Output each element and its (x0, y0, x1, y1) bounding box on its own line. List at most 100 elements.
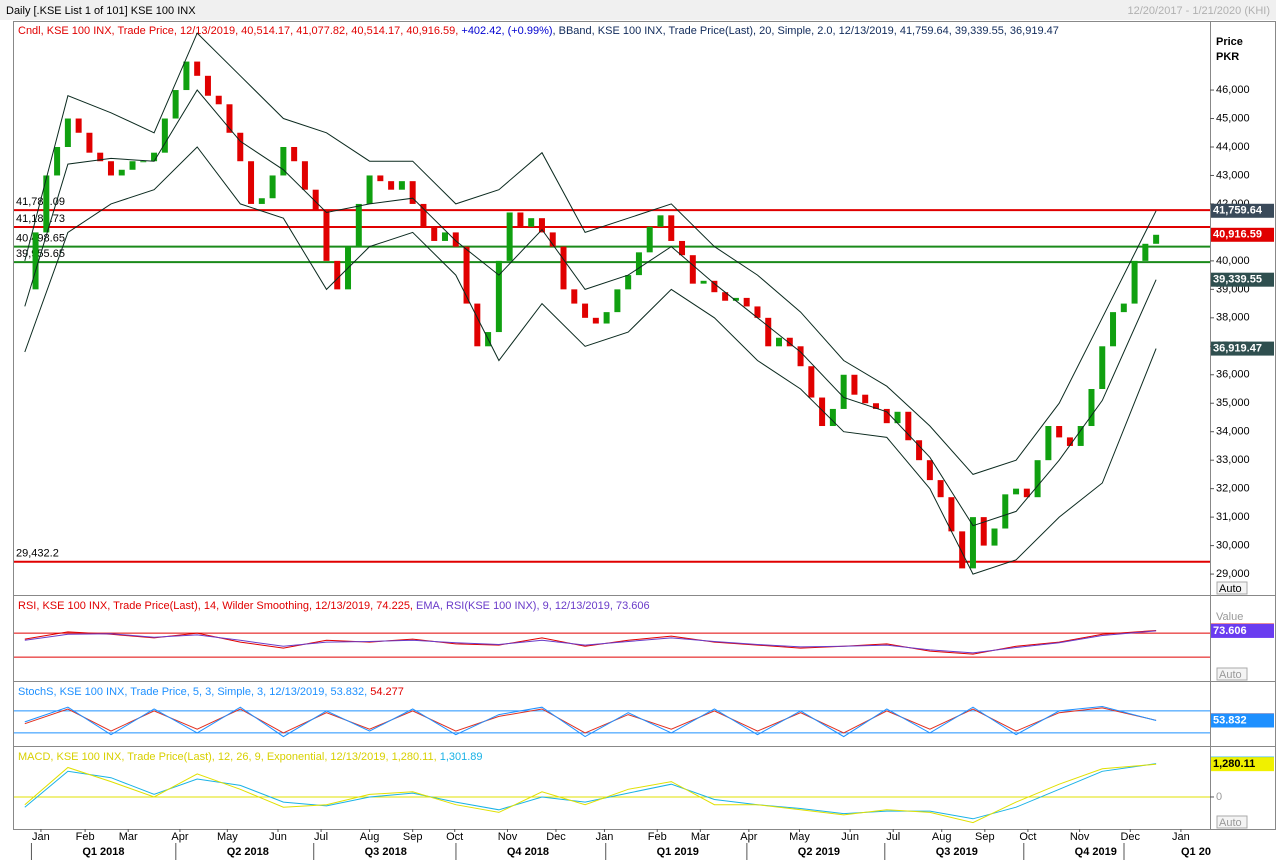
y-tick-label: 29,000 (1216, 568, 1250, 580)
series-line (24, 763, 1157, 820)
month-label: May (217, 831, 238, 843)
candle (301, 161, 308, 190)
y-tick-label: 34,000 (1216, 426, 1250, 438)
auto-label[interactable]: Auto (1219, 583, 1242, 595)
candle (582, 303, 589, 318)
value-box (1211, 623, 1274, 638)
date-range: 12/20/2017 - 1/21/2020 (KHI) (1128, 5, 1270, 17)
candle (571, 289, 578, 304)
candle (819, 397, 826, 427)
candle (786, 337, 793, 347)
month-label: Oct (1019, 831, 1036, 843)
value-box (1211, 272, 1274, 287)
axis-title: Value (1216, 611, 1243, 623)
candle (872, 403, 879, 409)
candle (797, 346, 804, 367)
candle (722, 292, 729, 301)
candle (398, 181, 405, 190)
legend: Cndl, KSE 100 INX, Trade Price, 12/13/20… (18, 25, 1059, 37)
legend: MACD, KSE 100 INX, Trade Price(Last), 12… (18, 751, 483, 763)
candle (334, 260, 341, 290)
candle (1002, 494, 1009, 529)
month-label: Apr (740, 831, 757, 843)
candle (226, 104, 233, 133)
candle (1045, 426, 1052, 461)
candle (689, 255, 696, 284)
month-label: Sep (403, 831, 423, 843)
month-label: Nov (1070, 831, 1090, 843)
quarter-label: Q1 2019 (657, 846, 699, 858)
value-box (1211, 757, 1274, 772)
month-label: Jun (269, 831, 287, 843)
series-line (24, 32, 1157, 475)
candle (980, 517, 987, 546)
series-line (24, 763, 1157, 824)
candle (118, 169, 125, 176)
candle (1034, 460, 1041, 498)
legend-text: RSI, KSE 100 INX, Trade Price(Last), 14,… (18, 600, 416, 612)
y-tick-label: 46,000 (1216, 84, 1250, 96)
y-tick-label: 38,000 (1216, 312, 1250, 324)
candle (840, 374, 847, 409)
legend-text: , BBand, KSE 100 INX, Trade Price(Last),… (553, 25, 1059, 37)
month-label: Jan (32, 831, 50, 843)
series-line (24, 146, 1157, 575)
auto-label[interactable]: Auto (1219, 817, 1242, 829)
candle (204, 75, 211, 96)
candle (862, 394, 869, 404)
candle (560, 246, 567, 290)
month-label: Sep (975, 831, 995, 843)
quarter-label: Q1 20 (1181, 846, 1211, 858)
candle (851, 374, 858, 395)
month-label: Mar (119, 831, 138, 843)
legend-text: Cndl, KSE 100 INX, Trade Price, 12/13/20… (18, 25, 461, 37)
auto-button[interactable] (1216, 667, 1248, 681)
auto-label[interactable]: Auto (1219, 669, 1242, 681)
candle (107, 161, 114, 176)
candle (420, 203, 427, 227)
window-title: Daily [.KSE List 1 of 101] KSE 100 INX (6, 5, 196, 17)
line-label: 40,498.65 (16, 233, 65, 245)
candle (474, 303, 481, 347)
candle (441, 232, 448, 241)
candle (312, 189, 319, 210)
auto-button[interactable] (1216, 815, 1248, 829)
month-label: Jan (596, 831, 614, 843)
candle (409, 181, 416, 204)
candle (657, 215, 664, 227)
legend-text: +402.42, (+0.99%) (461, 25, 552, 37)
candle (538, 218, 545, 233)
candle (463, 246, 470, 304)
month-label: Dec (546, 831, 566, 843)
candle (926, 460, 933, 481)
candle (635, 252, 642, 276)
candle (291, 146, 298, 162)
candle (366, 175, 373, 204)
legend-text: EMA, RSI(KSE 100 INX), 9, 12/13/2019, 73… (416, 600, 650, 612)
candle (237, 132, 244, 162)
candle (75, 118, 82, 133)
legend-text: StochS, KSE 100 INX, Trade Price, 5, 3, … (18, 686, 370, 698)
candle (1120, 303, 1127, 313)
candle (248, 161, 255, 204)
quarter-label: Q1 2018 (82, 846, 124, 858)
candle (959, 531, 966, 569)
candle (151, 152, 158, 162)
month-label: Jul (886, 831, 900, 843)
value-box-label: 1,280.11 (1213, 758, 1255, 770)
candle (140, 161, 147, 163)
candle (1023, 488, 1030, 498)
month-label: Jan (1172, 831, 1190, 843)
candle (894, 411, 901, 424)
auto-button[interactable] (1216, 581, 1248, 595)
candle (528, 218, 535, 227)
candle (161, 118, 168, 153)
candle (969, 517, 976, 569)
candle (258, 198, 265, 204)
month-label: Dec (1120, 831, 1140, 843)
candle (43, 175, 50, 233)
candle (948, 497, 955, 532)
candle (765, 317, 772, 347)
candle (883, 408, 890, 424)
candle (1110, 312, 1117, 347)
